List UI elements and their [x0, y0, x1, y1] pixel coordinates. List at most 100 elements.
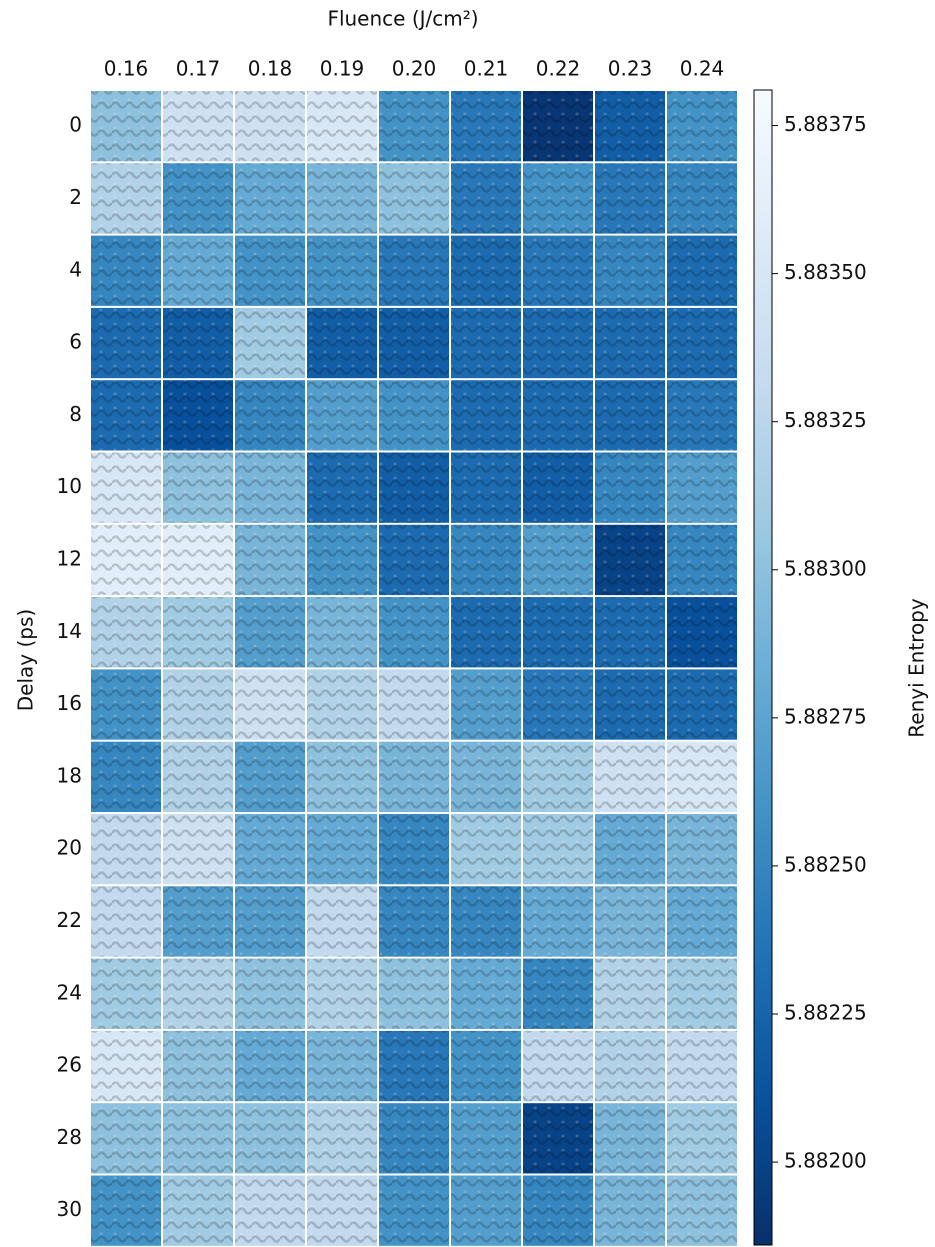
cell-texture — [91, 597, 161, 668]
cell-texture — [307, 814, 377, 885]
cell-texture — [379, 814, 449, 885]
cell-texture — [163, 597, 233, 668]
x-tick-label: 0.19 — [320, 57, 365, 81]
cell-texture — [379, 741, 449, 812]
y-tick-label: 16 — [57, 691, 82, 715]
cell-texture — [91, 669, 161, 740]
cell-texture — [451, 1175, 521, 1246]
cell-texture — [667, 1030, 737, 1102]
cell-texture — [91, 452, 161, 523]
cell-texture — [379, 452, 449, 523]
cell-texture — [523, 307, 593, 379]
cell-texture — [451, 307, 521, 379]
x-tick-label: 0.23 — [608, 57, 653, 81]
cell-texture — [667, 307, 737, 379]
cell-texture — [523, 958, 593, 1029]
x-tick-label: 0.21 — [464, 57, 509, 81]
colorbar-title: Renyi Entropy — [905, 598, 929, 738]
cell-texture — [91, 307, 161, 379]
cell-texture — [379, 1175, 449, 1246]
cell-texture — [235, 235, 305, 306]
colorbar-tick-label: 5.88300 — [784, 556, 867, 580]
cell-texture — [523, 91, 593, 162]
cell-texture — [307, 452, 377, 523]
cell-texture — [91, 1030, 161, 1102]
cell-texture — [379, 669, 449, 740]
cell-texture — [667, 380, 737, 451]
cell-texture — [523, 741, 593, 812]
x-tick-label: 0.24 — [680, 57, 725, 81]
cell-texture — [307, 597, 377, 668]
cell-texture — [307, 524, 377, 596]
cell-texture — [451, 886, 521, 957]
cell-texture — [451, 163, 521, 234]
y-tick-label: 12 — [57, 546, 82, 570]
cell-texture — [379, 1030, 449, 1102]
cell-texture — [451, 669, 521, 740]
colorbar — [753, 89, 773, 1246]
cell-texture — [379, 91, 449, 162]
cell-texture — [595, 163, 665, 234]
cell-texture — [451, 814, 521, 885]
cell-texture — [595, 1103, 665, 1174]
cell-texture — [595, 1030, 665, 1102]
cell-texture — [667, 886, 737, 957]
cell-texture — [595, 235, 665, 306]
cell-texture — [307, 1030, 377, 1102]
cell-texture — [451, 958, 521, 1029]
cell-texture — [235, 380, 305, 451]
cell-texture — [595, 741, 665, 812]
cell-texture — [163, 452, 233, 523]
y-tick-label: 2 — [69, 185, 82, 209]
y-tick-label: 28 — [57, 1125, 82, 1149]
cell-texture — [235, 958, 305, 1029]
cell-texture — [307, 741, 377, 812]
cell-texture — [235, 597, 305, 668]
cell-texture — [163, 886, 233, 957]
cell-texture — [451, 1030, 521, 1102]
x-tick-label: 0.16 — [104, 57, 149, 81]
cell-texture — [379, 163, 449, 234]
y-tick-label: 0 — [69, 113, 82, 137]
cell-texture — [91, 380, 161, 451]
colorbar-tick-label: 5.88325 — [784, 408, 867, 432]
cell-texture — [523, 814, 593, 885]
cell-texture — [91, 958, 161, 1029]
cell-texture — [595, 307, 665, 379]
cell-texture — [307, 380, 377, 451]
y-tick-label: 30 — [57, 1197, 82, 1221]
cell-texture — [307, 1175, 377, 1246]
cell-texture — [667, 235, 737, 306]
y-tick-label: 26 — [57, 1053, 82, 1077]
cell-texture — [91, 91, 161, 162]
cell-texture — [163, 669, 233, 740]
cell-texture — [451, 91, 521, 162]
cell-texture — [91, 814, 161, 885]
cell-texture — [307, 307, 377, 379]
cell-texture — [523, 452, 593, 523]
cell-texture — [595, 814, 665, 885]
cell-texture — [451, 524, 521, 596]
cell-texture — [667, 524, 737, 596]
y-tick-label: 4 — [69, 257, 82, 281]
cell-texture — [667, 452, 737, 523]
cell-texture — [163, 814, 233, 885]
cell-texture — [91, 163, 161, 234]
y-tick-label: 20 — [57, 836, 82, 860]
cell-texture — [523, 1103, 593, 1174]
cell-texture — [163, 380, 233, 451]
cell-texture — [379, 307, 449, 379]
cell-texture — [235, 814, 305, 885]
y-tick-label: 6 — [69, 330, 82, 354]
cell-texture — [163, 91, 233, 162]
cell-texture — [307, 1103, 377, 1174]
cell-texture — [163, 235, 233, 306]
cell-texture — [451, 380, 521, 451]
cell-texture — [379, 886, 449, 957]
y-tick-label: 18 — [57, 763, 82, 787]
cell-texture — [91, 524, 161, 596]
cell-texture — [595, 886, 665, 957]
cell-texture — [523, 597, 593, 668]
cell-texture — [667, 1175, 737, 1246]
